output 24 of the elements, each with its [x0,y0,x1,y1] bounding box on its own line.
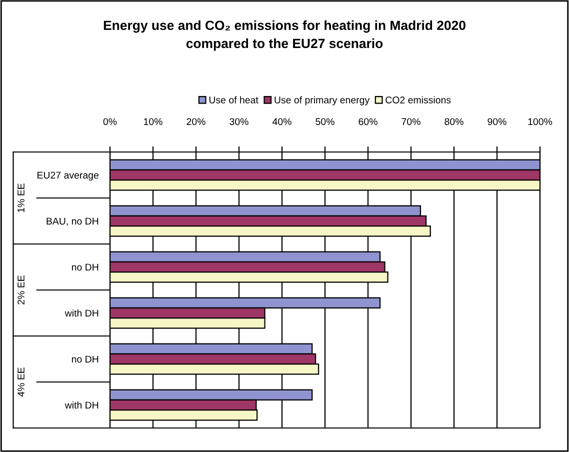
x-tick-label: 10% [144,118,162,126]
chart-title: Energy use and CO₂ emissions for heating in Madrid 2020 compared to the EU27 scenario [104,20,466,51]
y-tick-label: BAU, no DH [46,218,98,226]
y-tick-label: with DH [64,401,98,409]
text: 1% EE [18,184,24,212]
legend-label: Use of primary energy [274,96,370,106]
y-tick-label: EU27 average [38,172,98,181]
y-tick-label: no DH [72,264,98,271]
legend-label: Use of heat [209,96,258,104]
legend-label: CO2 emissions [386,96,451,104]
x-tick-label: 90% [488,118,506,126]
text: 2% EE [18,276,24,304]
x-tick-label: 20% [186,118,206,126]
x-tick-label: 60% [358,118,378,126]
text: 4% EE [18,368,24,397]
y-tick-label: with DH [64,309,98,317]
x-tick-label: 70% [402,118,420,126]
x-tick-label: 50% [316,118,334,126]
x-tick-label: 30% [230,118,248,126]
x-tick-label: 100% [528,118,552,126]
x-tick-label: 0% [103,118,117,126]
x-tick-label: 40% [272,118,292,126]
y-tick-label: no DH [72,356,98,363]
x-tick-label: 80% [444,118,464,126]
